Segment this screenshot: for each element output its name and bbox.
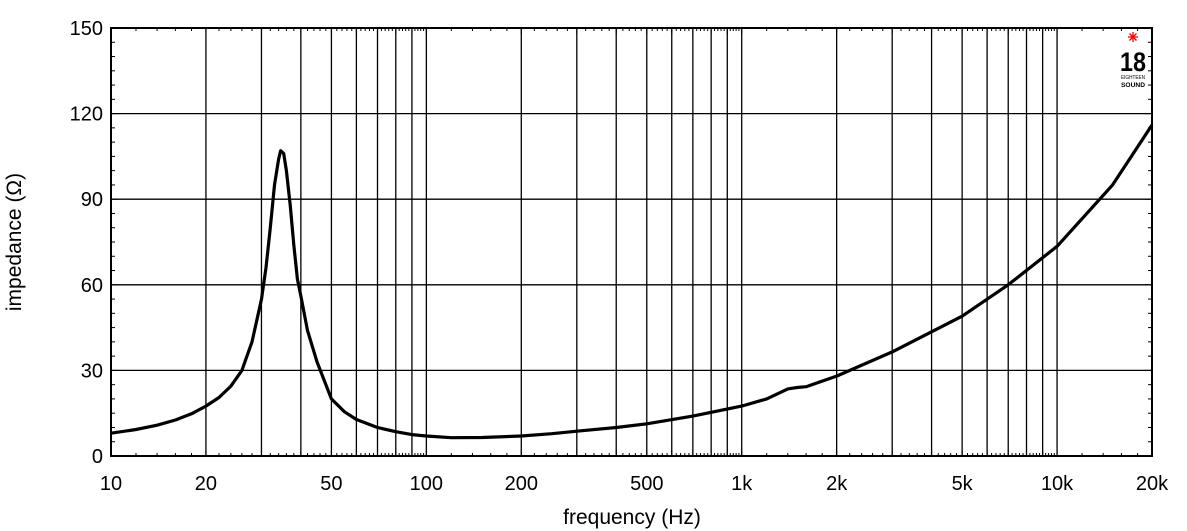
x-tick-label: 5k [952,473,974,495]
logo-number: 18 [1120,47,1146,77]
impedance-curve [110,124,1154,440]
x-tick-label: 200 [505,473,538,495]
logo-top-text: EIGHTEEN [1121,75,1145,81]
y-tick-label: 60 [81,275,103,297]
grid-lines [111,28,1152,456]
eighteen-sound-logo: 18 EIGHTEEN SOUND [1120,32,1146,89]
x-tick-label: 20k [1136,473,1169,495]
x-tick-label: 20 [195,473,217,495]
x-tick-label: 50 [320,473,342,495]
x-tick-label: 1k [731,473,753,495]
x-tick-labels: 10 20 50 100 200 500 1k 2k 5k 10k 20k [100,473,1169,495]
plot-area-frame [110,27,1153,457]
x-tick-label: 2k [826,473,848,495]
y-tick-label: 30 [81,360,103,382]
star-icon [1128,32,1138,42]
y-axis-title: impedance (Ω) [3,173,26,311]
x-axis-title: frequency (Hz) [563,506,701,529]
x-tick-label: 500 [630,473,663,495]
x-tick-label: 10k [1041,473,1074,495]
y-tick-label: 0 [92,446,103,468]
y-axis-ticks [111,27,1152,457]
y-tick-label: 120 [70,104,103,126]
logo-bottom-text: SOUND [1121,82,1145,89]
y-tick-label: 150 [70,18,103,40]
x-tick-label: 10 [100,473,122,495]
x-tick-label: 100 [410,473,443,495]
y-tick-labels: 0 30 60 90 120 150 [70,18,103,468]
y-tick-label: 90 [81,189,103,211]
